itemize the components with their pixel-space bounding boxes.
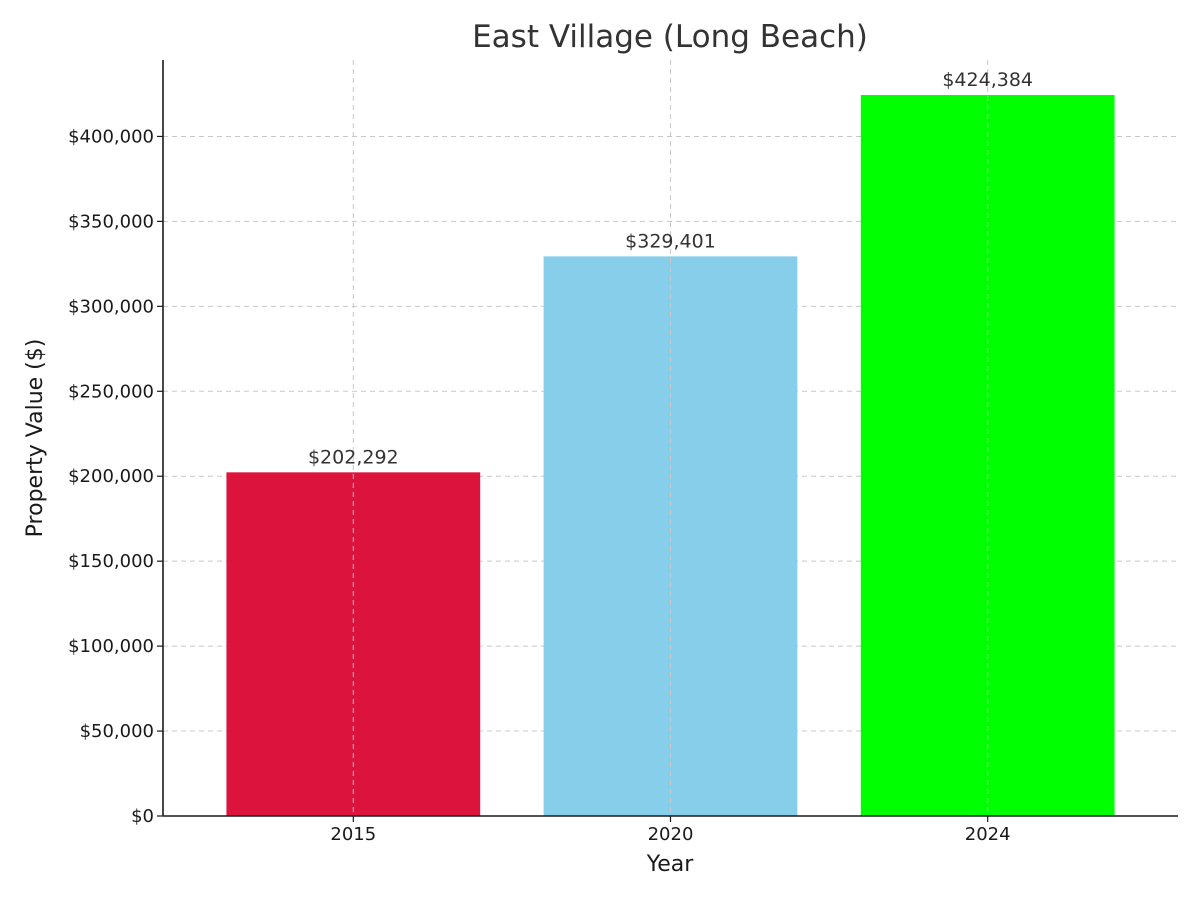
data-labels: $202,292 $329,401 $424,384 [308, 69, 1033, 468]
y-axis-ticks: $0 $50,000 $100,000 $150,000 $200,000 $250,00… [68, 126, 163, 827]
bar-value-label: $202,292 [308, 446, 399, 468]
bar-value-label: $329,401 [625, 230, 716, 252]
y-tick-label: $150,000 [68, 551, 154, 572]
y-tick-label: $300,000 [68, 296, 154, 317]
x-tick-label: 2015 [330, 824, 376, 845]
x-tick-label: 2020 [648, 824, 694, 845]
y-tick-label: $250,000 [68, 381, 154, 402]
y-axis-label: Property Value ($) [23, 339, 48, 538]
y-tick-label: $200,000 [68, 466, 154, 487]
x-axis-ticks: 2015 2020 2024 [330, 816, 1011, 845]
bar-2024 [860, 95, 1115, 816]
chart-title: East Village (Long Beach) [472, 19, 868, 55]
y-tick-label: $50,000 [80, 721, 154, 742]
y-tick-label: $350,000 [68, 211, 154, 232]
y-tick-label: $400,000 [68, 126, 154, 147]
y-tick-label: $0 [131, 806, 154, 827]
vertical-grid-lines [352, 60, 989, 816]
x-axis-label: Year [646, 852, 695, 877]
bar-value-label: $424,384 [942, 69, 1033, 91]
x-tick-label: 2024 [965, 824, 1011, 845]
y-tick-label: $100,000 [68, 636, 154, 657]
